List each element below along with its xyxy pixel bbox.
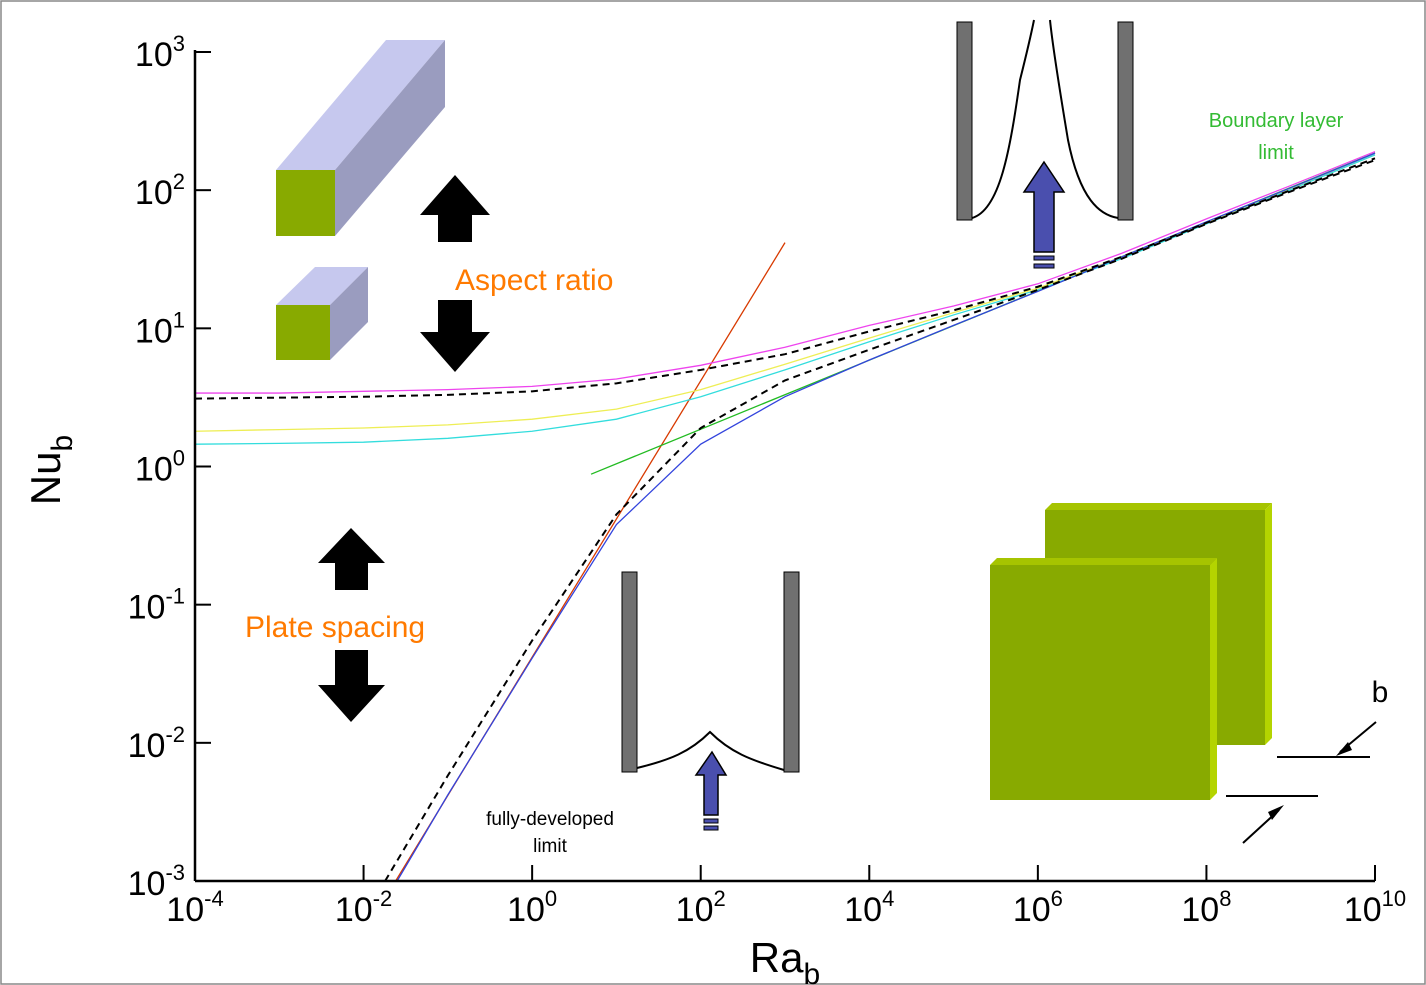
tick-exponent: 8	[1219, 886, 1231, 911]
annotation: Boundary layer	[1209, 110, 1344, 132]
tick-exponent: -4	[204, 886, 224, 911]
annotation: Aspect ratio	[455, 264, 613, 297]
label-main: Nu	[22, 451, 69, 505]
tick-exponent: 10	[1382, 886, 1406, 911]
tick-exponent: 2	[173, 169, 185, 194]
label-main: Ra	[750, 934, 804, 981]
annotation: fully-developed	[486, 809, 614, 830]
tick-exponent: 2	[714, 886, 726, 911]
tick-base: 10	[128, 589, 166, 627]
tick-exponent: -3	[165, 860, 185, 885]
tick-base: 10	[1013, 891, 1051, 929]
tick-base: 10	[1181, 891, 1219, 929]
tick-base: 10	[135, 174, 173, 212]
tick-exponent: 0	[173, 446, 185, 471]
tick-exponent: 4	[882, 886, 894, 911]
label-sub: b	[46, 435, 79, 452]
tick-exponent: 6	[1051, 886, 1063, 911]
tick-base: 10	[135, 451, 173, 489]
tick-base: 10	[166, 891, 204, 929]
tick-base: 10	[844, 891, 882, 929]
label-sub: b	[804, 958, 821, 985]
tick-exponent: 0	[545, 886, 557, 911]
tick-base: 10	[128, 865, 166, 903]
tick-base: 10	[335, 891, 373, 929]
tick-base: 10	[135, 36, 173, 74]
annotation: limit	[1258, 142, 1294, 164]
tick-base: 10	[1344, 891, 1382, 929]
page: Aspect ratio Plate spacing Boundary laye…	[0, 0, 1426, 985]
annotation: limit	[533, 836, 567, 857]
tick-base: 10	[676, 891, 714, 929]
chart: Aspect ratio Plate spacing Boundary laye…	[0, 0, 1426, 985]
frame	[1, 1, 1425, 984]
tick-exponent: -1	[165, 584, 185, 609]
tick-base: 10	[135, 312, 173, 350]
annotation: b	[1372, 676, 1389, 709]
tick-exponent: -2	[165, 722, 185, 747]
annotation: Plate spacing	[245, 611, 425, 644]
tick-base: 10	[507, 891, 545, 929]
tick-exponent: 1	[173, 307, 185, 332]
tick-exponent: 3	[173, 31, 185, 56]
tick-exponent: -2	[373, 886, 393, 911]
tick-base: 10	[128, 727, 166, 765]
